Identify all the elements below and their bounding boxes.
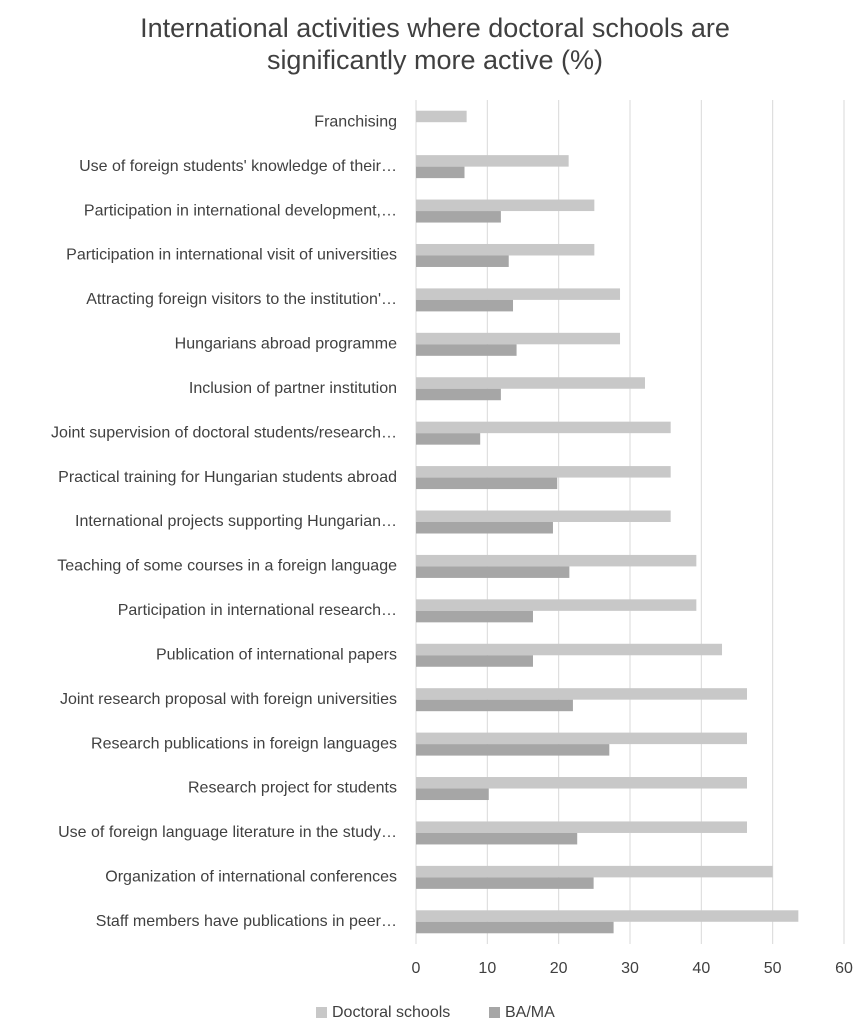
bar-doctoral-schools	[416, 110, 467, 123]
bar-doctoral-schools	[416, 510, 671, 522]
bar-ba-ma	[416, 877, 594, 889]
chart-title-line-1: International activities where doctoral …	[140, 13, 730, 43]
category-label: Research project for students	[188, 780, 397, 797]
bar-doctoral-schools	[416, 199, 595, 212]
category-label: Teaching of some courses in a foreign la…	[57, 558, 397, 575]
x-tick-label-10: 10	[478, 960, 496, 977]
bar-ba-ma	[416, 211, 501, 223]
legend-label-ba-ma: BA/MA	[505, 1004, 555, 1021]
bar-ba-ma	[416, 610, 533, 623]
legend: Doctoral schools BA/MA	[316, 1004, 555, 1021]
category-label: International projects supporting Hungar…	[75, 513, 397, 530]
bar-ba-ma	[416, 655, 533, 667]
bar-ba-ma	[416, 344, 517, 356]
bar-ba-ma	[416, 255, 509, 267]
x-tick-label-50: 50	[764, 960, 782, 977]
category-label: Participation in international visit of …	[66, 247, 397, 264]
bar-doctoral-schools	[416, 554, 697, 567]
bar-doctoral-schools	[416, 466, 671, 478]
bar-doctoral-schools	[416, 332, 621, 345]
bar-ba-ma	[416, 744, 610, 756]
category-label: Attracting foreign visitors to the insti…	[86, 291, 397, 308]
bar-doctoral-schools	[416, 155, 569, 167]
bar-ba-ma	[416, 788, 489, 801]
bar-ba-ma	[416, 299, 514, 312]
category-label: Hungarians abroad programme	[175, 336, 397, 353]
category-label: Participation in international research…	[118, 602, 397, 619]
category-label: Research publications in foreign languag…	[91, 735, 397, 752]
bars	[416, 110, 799, 934]
category-label: Staff members have publications in peer…	[96, 913, 397, 930]
bar-doctoral-schools	[416, 421, 671, 434]
bar-doctoral-schools	[416, 821, 747, 833]
x-tick-label-60: 60	[835, 960, 853, 977]
legend-label-doctoral-schools: Doctoral schools	[332, 1004, 450, 1021]
bar-ba-ma	[416, 566, 570, 578]
bar-ba-ma	[416, 166, 465, 179]
bar-doctoral-schools	[416, 688, 747, 700]
bar-ba-ma	[416, 477, 558, 490]
bar-doctoral-schools	[416, 288, 621, 300]
bar-doctoral-schools	[416, 865, 773, 878]
bar-ba-ma	[416, 433, 481, 445]
category-label: Use of foreign language literature in th…	[58, 824, 397, 841]
bar-doctoral-schools	[416, 599, 697, 611]
bar-doctoral-schools	[416, 377, 645, 389]
category-label: Inclusion of partner institution	[189, 380, 397, 397]
category-labels: Franchising Use of foreign students' know…	[51, 113, 397, 930]
category-label: Use of foreign students' knowledge of th…	[79, 158, 397, 175]
x-tick-label-40: 40	[692, 960, 710, 977]
bar-ba-ma	[416, 699, 573, 712]
bar-doctoral-schools	[416, 243, 595, 256]
category-label: Organization of international conference…	[105, 869, 397, 886]
legend-swatch-doctoral-schools	[316, 1007, 327, 1018]
category-label: Practical training for Hungarian student…	[58, 469, 397, 486]
x-tick-label-0: 0	[412, 960, 421, 977]
category-label: Joint research proposal with foreign uni…	[60, 691, 397, 708]
bar-doctoral-schools	[416, 777, 747, 789]
bar-ba-ma	[416, 388, 501, 401]
bar-doctoral-schools	[416, 910, 799, 922]
chart-title: International activities where doctoral …	[140, 13, 730, 75]
category-label: Participation in international developme…	[84, 202, 397, 219]
x-axis-tick-labels: 0 10 20 30 40 50 60	[412, 960, 853, 977]
bar-doctoral-schools	[416, 732, 747, 745]
bar-ba-ma	[416, 832, 578, 845]
category-label: Publication of international papers	[156, 646, 397, 663]
x-tick-label-20: 20	[550, 960, 568, 977]
legend-swatch-ba-ma	[489, 1007, 500, 1018]
x-tick-label-30: 30	[621, 960, 639, 977]
chart-title-line-2: significantly more active (%)	[267, 45, 603, 75]
category-label: Franchising	[314, 113, 397, 130]
bar-ba-ma	[416, 921, 614, 934]
bar-doctoral-schools	[416, 643, 723, 656]
bar-ba-ma	[416, 522, 553, 534]
category-label: Joint supervision of doctoral students/r…	[51, 424, 397, 441]
